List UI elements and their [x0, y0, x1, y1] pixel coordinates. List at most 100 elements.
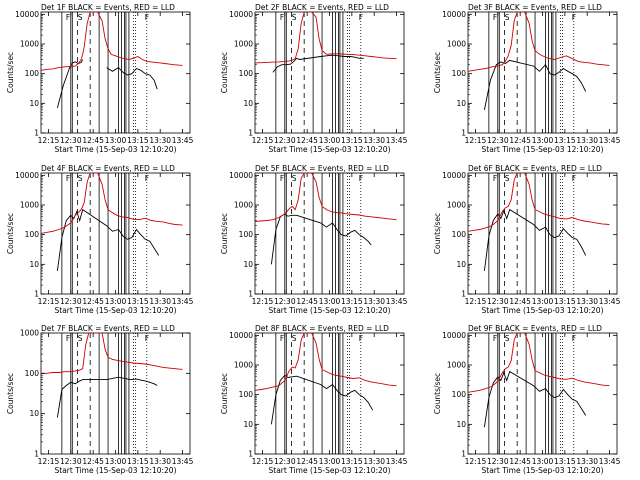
x-tick-label: 12:45 — [509, 136, 531, 145]
chart-title: Det 8F BLACK = Events, RED = LLD — [255, 324, 389, 333]
x-tick-label: 12:30 — [487, 136, 509, 145]
y-tick-label: 10000 — [229, 10, 253, 19]
annotation-label: F — [280, 334, 284, 343]
x-tick-label: 12:45 — [296, 297, 318, 306]
y-tick-label: 100 — [239, 69, 254, 78]
y-axis-label: Counts/sec — [6, 213, 15, 254]
y-tick-label: 10000 — [15, 10, 39, 19]
x-axis-label: Start Time (15-Sep-03 12:10:20) — [482, 466, 604, 475]
x-tick-label: 12:30 — [274, 457, 296, 466]
annotation-label: F — [280, 174, 284, 183]
annotation-label: F — [493, 13, 497, 22]
chart-panel-9: 1 10 100 1000 10000 12:15 12:30 12:45 13:00 13:15… — [433, 324, 621, 475]
annotation-label: S — [78, 334, 83, 343]
y-tick-label: 10 — [456, 260, 466, 269]
y-tick-label: 1000 — [20, 201, 39, 210]
annotation-label: F — [66, 174, 70, 183]
y-tick-label: 1 — [461, 290, 466, 299]
x-tick-label: 13:00 — [532, 297, 554, 306]
annotation-label: S — [78, 13, 83, 22]
y-tick-label: 100 — [25, 69, 40, 78]
plot-frame — [40, 11, 191, 134]
x-tick-label: 13:30 — [576, 457, 598, 466]
x-tick-label: 13:00 — [105, 457, 127, 466]
y-tick-label: 10 — [29, 99, 39, 108]
x-tick-label: 13:45 — [172, 297, 194, 306]
series-line-lld — [255, 12, 397, 64]
x-tick-label: 13:15 — [127, 136, 149, 145]
y-axis-label: Counts/sec — [433, 213, 442, 254]
y-tick-label: 1 — [34, 290, 39, 299]
series-line-lld — [255, 333, 397, 391]
y-tick-label: 10 — [456, 420, 466, 429]
x-tick-label: 12:15 — [252, 136, 274, 145]
x-tick-label: 13:30 — [149, 297, 171, 306]
x-axis-label: Start Time (15-Sep-03 12:10:20) — [269, 145, 391, 154]
y-tick-label: 1000 — [447, 201, 466, 210]
annotation-label: F — [66, 334, 70, 343]
plot-frame — [254, 11, 405, 134]
y-tick-label: 10 — [243, 420, 253, 429]
annotation-label: F — [145, 13, 149, 22]
series-line-lld — [468, 333, 610, 393]
chart-title: Det 5F BLACK = Events, RED = LLD — [255, 164, 389, 173]
x-tick-label: 12:30 — [487, 457, 509, 466]
series-line-events — [56, 208, 160, 271]
y-tick-label: 100 — [452, 230, 467, 239]
x-tick-label: 13:00 — [105, 297, 127, 306]
x-tick-label: 13:15 — [554, 297, 576, 306]
annotation-label: F — [493, 174, 497, 183]
y-tick-label: 10000 — [229, 331, 253, 340]
chart-title: Det 6F BLACK = Events, RED = LLD — [468, 164, 602, 173]
series-line-events — [270, 374, 374, 425]
y-tick-label: 1000 — [447, 40, 466, 49]
annotation-label: S — [292, 334, 297, 343]
y-tick-label: 1 — [34, 129, 39, 138]
annotation-label: F — [145, 334, 149, 343]
x-axis-label: Start Time (15-Sep-03 12:10:20) — [55, 145, 177, 154]
x-tick-label: 13:15 — [341, 297, 363, 306]
series-line-lld — [255, 173, 397, 222]
series-line-events — [483, 59, 587, 110]
y-tick-label: 1 — [34, 450, 39, 459]
y-tick-label: 100 — [452, 69, 467, 78]
chart-panel-4: 1 10 100 1000 10000 12:15 12:30 12:45 13:00 13:15… — [6, 164, 194, 315]
y-axis-label: Counts/sec — [433, 52, 442, 93]
series-line-lld — [468, 12, 610, 72]
y-tick-label: 1 — [248, 129, 253, 138]
plot-frame — [254, 172, 405, 295]
x-tick-label: 13:30 — [576, 136, 598, 145]
series-line-events — [56, 376, 158, 418]
y-tick-label: 100 — [25, 369, 40, 378]
y-tick-label: 1000 — [20, 40, 39, 49]
y-axis-label: Counts/sec — [220, 373, 229, 414]
x-tick-label: 13:15 — [554, 457, 576, 466]
chart-panel-8: 1 10 100 1000 10000 12:15 12:30 12:45 13:00 13:15… — [220, 324, 408, 475]
x-tick-label: 12:30 — [274, 136, 296, 145]
chart-title: Det 7F BLACK = Events, RED = LLD — [41, 324, 175, 333]
annotation-label: F — [280, 13, 284, 22]
chart-title: Det 4F BLACK = Events, RED = LLD — [41, 164, 175, 173]
x-tick-label: 13:45 — [386, 297, 408, 306]
y-axis-label: Counts/sec — [220, 213, 229, 254]
x-axis-label: Start Time (15-Sep-03 12:10:20) — [482, 306, 604, 315]
x-tick-label: 13:45 — [599, 297, 621, 306]
annotation-label: F — [572, 334, 576, 343]
x-tick-label: 12:15 — [465, 457, 487, 466]
x-tick-label: 12:15 — [465, 136, 487, 145]
series-line-events — [483, 208, 587, 271]
annotation-label: S — [292, 13, 297, 22]
chart-title: Det 2F BLACK = Events, RED = LLD — [255, 3, 389, 12]
x-tick-label: 12:15 — [38, 136, 60, 145]
x-tick-label: 13:00 — [319, 457, 341, 466]
annotation-label: S — [78, 174, 83, 183]
y-axis-label: Counts/sec — [6, 373, 15, 414]
y-tick-label: 1000 — [234, 201, 253, 210]
y-tick-label: 100 — [452, 390, 467, 399]
x-tick-label: 13:45 — [172, 136, 194, 145]
x-tick-label: 12:15 — [252, 457, 274, 466]
y-axis-label: Counts/sec — [6, 52, 15, 93]
x-tick-label: 12:15 — [38, 297, 60, 306]
y-axis-label: Counts/sec — [220, 52, 229, 93]
